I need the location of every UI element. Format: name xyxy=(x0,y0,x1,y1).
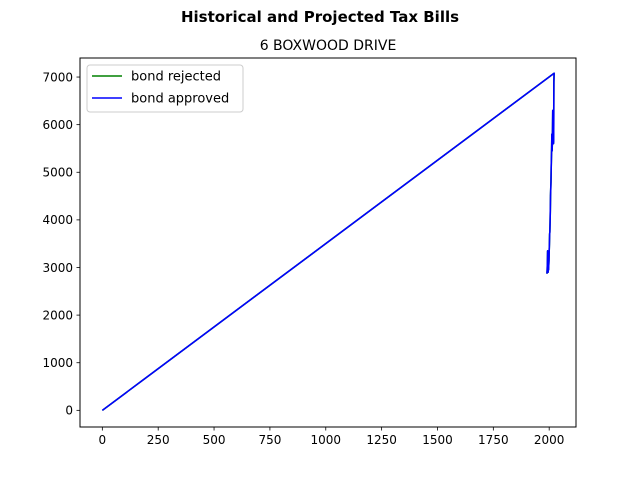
y-tick-label: 6000 xyxy=(42,118,73,132)
y-tick-label: 3000 xyxy=(42,261,73,275)
x-tick-label: 500 xyxy=(203,433,226,447)
y-tick-label: 1000 xyxy=(42,356,73,370)
legend-label-bond-rejected: bond rejected xyxy=(131,70,221,85)
legend-box xyxy=(86,64,244,113)
legend-label-bond-approved: bond approved xyxy=(131,92,229,107)
x-tick-label: 1250 xyxy=(366,433,397,447)
y-tick-label: 5000 xyxy=(42,166,73,180)
series-layer xyxy=(101,72,555,411)
series-line-bond-approved xyxy=(101,72,555,411)
x-tick-label: 1000 xyxy=(310,433,341,447)
chart-title: 6 BOXWOOD DRIVE xyxy=(260,38,397,54)
plot-frame xyxy=(79,57,577,428)
legend: bond rejected bond approved xyxy=(86,64,244,113)
x-axis-ticks: 0 250 500 750 1000 1250 1500 1750 2000 xyxy=(99,427,565,447)
x-tick-label: 0 xyxy=(99,433,107,447)
x-tick-label: 250 xyxy=(147,433,170,447)
y-tick-label: 0 xyxy=(65,404,73,418)
y-axis-ticks: 0 1000 2000 3000 4000 5000 6000 7000 xyxy=(42,70,80,418)
chart-suptitle: Historical and Projected Tax Bills xyxy=(181,8,459,26)
x-tick-label: 2000 xyxy=(534,433,565,447)
x-tick-label: 750 xyxy=(258,433,281,447)
y-tick-label: 2000 xyxy=(42,308,73,322)
y-tick-label: 4000 xyxy=(42,213,73,227)
y-tick-label: 7000 xyxy=(42,70,73,84)
x-tick-label: 1750 xyxy=(478,433,509,447)
x-tick-label: 1500 xyxy=(422,433,453,447)
